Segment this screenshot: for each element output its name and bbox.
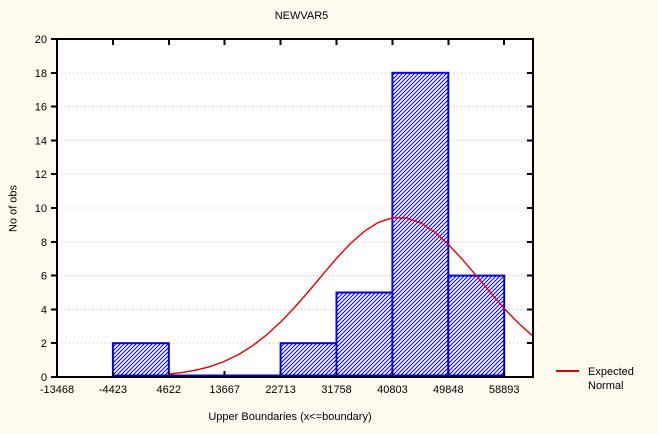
legend-label-line1: Expected — [588, 366, 634, 378]
legend: Expected Normal — [556, 365, 634, 393]
expected-normal-curve — [168, 217, 533, 375]
x-tick-label: 31758 — [321, 384, 352, 396]
x-tick-label: 49848 — [433, 384, 464, 396]
x-tick-label: 4622 — [157, 384, 181, 396]
chart-title: NEWVAR5 — [274, 10, 329, 22]
y-axis-label: No of obs — [7, 184, 20, 233]
legend-label-line2: Normal — [588, 380, 624, 392]
y-tick-label: 10 — [35, 203, 47, 215]
y-tick-label: 18 — [35, 68, 47, 80]
y-tick-label: 4 — [41, 304, 47, 316]
y-tick-label: 2 — [41, 338, 47, 350]
x-tick-label: 40803 — [377, 384, 408, 396]
y-tick-label: 16 — [35, 102, 47, 114]
y-tick-label: 0 — [41, 372, 47, 384]
histogram-bar — [335, 291, 394, 378]
y-tick-label: 14 — [35, 135, 47, 147]
x-tick-label: -4423 — [99, 384, 127, 396]
x-tick-label: -13468 — [40, 384, 74, 396]
histogram-bar — [447, 274, 506, 379]
histogram-bar — [391, 71, 450, 379]
y-tick-label: 8 — [41, 237, 47, 249]
legend-line-icon — [556, 370, 579, 372]
y-tick-label: 6 — [41, 271, 47, 283]
y-tick-label: 20 — [35, 34, 47, 46]
x-tick-label: 22713 — [265, 384, 296, 396]
y-tick-label: 12 — [35, 169, 47, 181]
x-tick-label: 58893 — [489, 384, 520, 396]
histogram-bar — [279, 342, 338, 379]
x-axis-label: Upper Boundaries (x<=boundary) — [208, 411, 372, 423]
histogram-bar — [111, 342, 170, 379]
x-tick-label: 13667 — [209, 384, 240, 396]
